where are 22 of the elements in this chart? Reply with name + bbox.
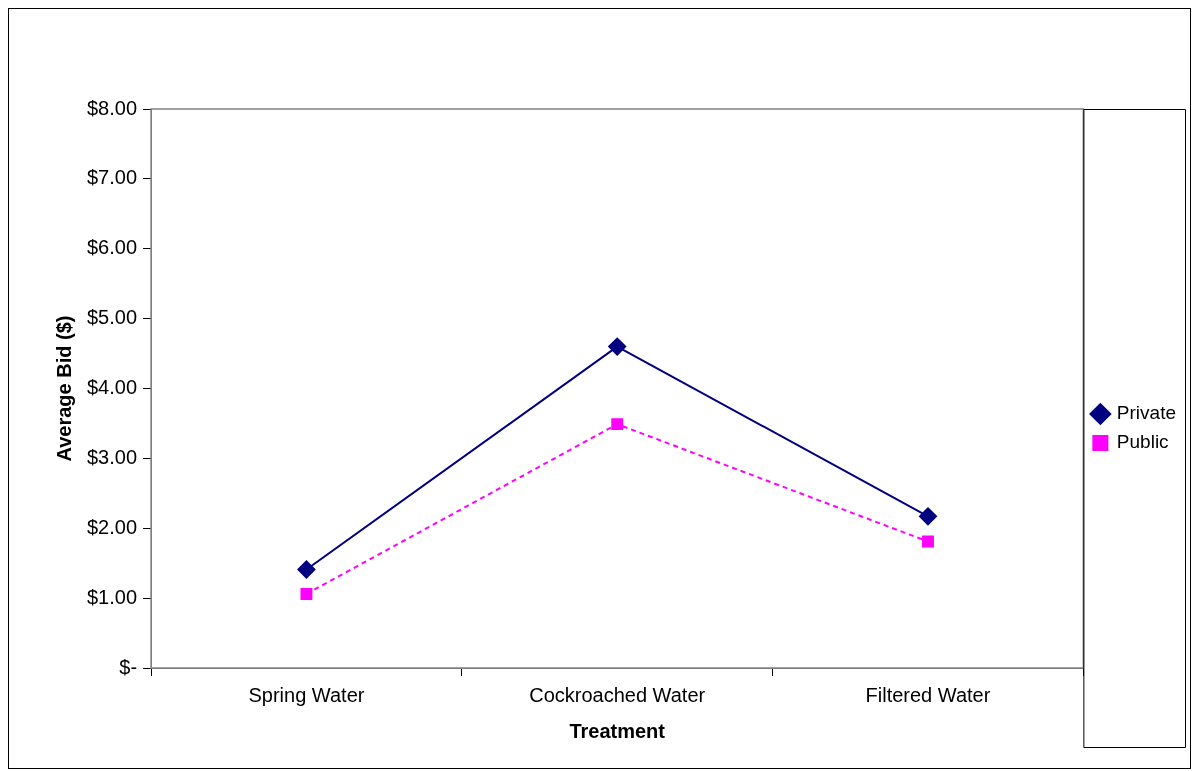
y-tick-label: $5.00 [86, 306, 138, 329]
y-tick-label: $- [119, 655, 138, 678]
y-tick-label: $2.00 [86, 515, 138, 538]
point [611, 418, 624, 431]
y-tick-label: $6.00 [86, 236, 138, 259]
point [922, 535, 934, 548]
point [608, 337, 627, 356]
y-axis-title: Average Bid ($) [52, 315, 75, 462]
legend-label: Public [1116, 431, 1169, 453]
y-tick-label: $7.00 [86, 166, 138, 189]
legend-label: Private [1116, 402, 1177, 424]
x-tick-label: Filtered Water [865, 683, 991, 706]
x-tick-label: Cockroached Water [529, 683, 706, 706]
point [300, 587, 313, 600]
point [297, 560, 316, 579]
x-axis-title: Treatment [569, 719, 666, 742]
y-tick-label: $1.00 [86, 585, 138, 608]
y-tick-label: $3.00 [86, 445, 138, 468]
point [918, 507, 937, 526]
y-tick-label: $8.00 [86, 96, 138, 119]
y-tick-label: $4.00 [86, 376, 138, 399]
x-tick-label: Spring Water [248, 683, 365, 706]
